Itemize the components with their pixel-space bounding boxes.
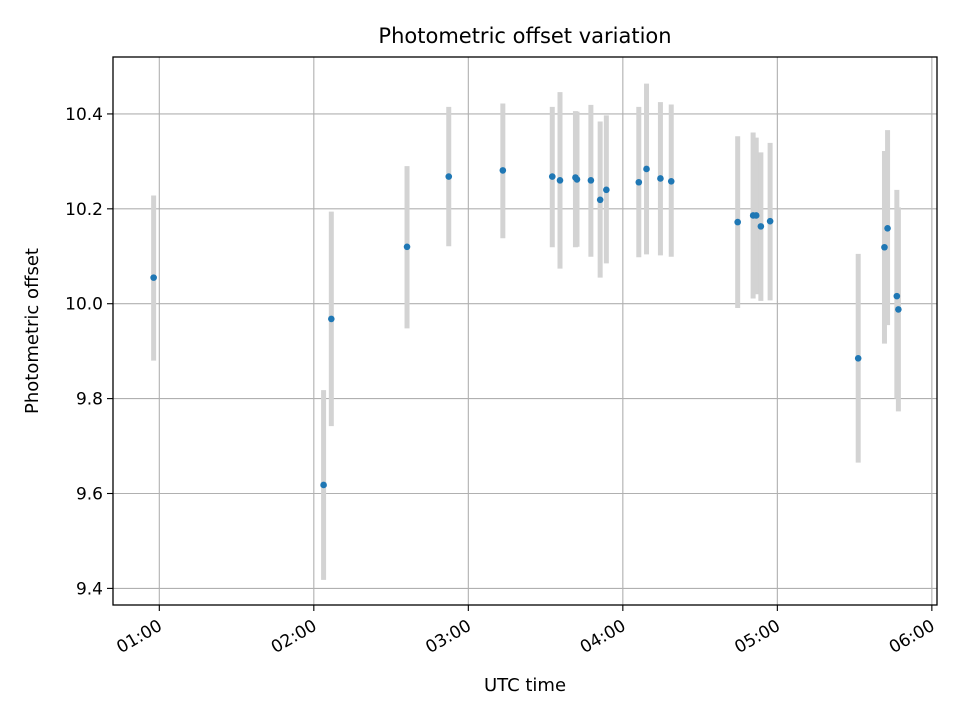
data-point xyxy=(881,243,888,251)
chart-title: Photometric offset variation xyxy=(378,24,671,48)
y-axis-ticks: 9.4 9.6 9.8 10.0 10.2 10.4 xyxy=(65,105,113,599)
data-point xyxy=(643,165,650,173)
y-tick-label: 10.0 xyxy=(65,295,103,315)
plot-frame xyxy=(112,56,938,606)
data-point xyxy=(320,481,327,489)
x-tick-label: 06:00 xyxy=(886,616,938,658)
data-point xyxy=(150,274,157,281)
x-tick-label: 05:00 xyxy=(731,616,783,658)
data-point xyxy=(893,292,901,300)
data-point xyxy=(734,218,741,226)
error-bars xyxy=(151,83,901,580)
x-tick-label: 02:00 xyxy=(268,616,320,658)
x-axis-label: UTC time xyxy=(484,675,566,696)
data-point xyxy=(603,186,610,194)
data-point xyxy=(556,177,564,184)
data-point xyxy=(445,173,453,180)
y-axis-label: Photometric offset xyxy=(22,248,43,414)
y-tick-label: 10.2 xyxy=(65,200,103,220)
grid-lines xyxy=(113,57,937,605)
data-point xyxy=(635,178,643,186)
data-point xyxy=(403,243,411,251)
y-tick-label: 9.6 xyxy=(76,485,103,505)
y-tick-label: 10.4 xyxy=(65,105,103,125)
data-point xyxy=(499,167,507,174)
data-point xyxy=(657,175,664,182)
data-point xyxy=(752,212,760,219)
data-point xyxy=(766,217,774,225)
x-tick-label: 01:00 xyxy=(113,616,165,658)
y-tick-label: 9.8 xyxy=(76,390,103,410)
data-point xyxy=(895,306,902,313)
data-point xyxy=(587,177,595,184)
data-points xyxy=(150,165,902,489)
x-tick-label: 03:00 xyxy=(422,616,474,658)
data-point xyxy=(667,178,675,185)
x-axis-ticks: 01:00 02:00 03:00 04:00 05:00 06:00 xyxy=(113,605,938,658)
data-point xyxy=(757,223,765,230)
data-point xyxy=(328,315,335,323)
y-tick-label: 9.4 xyxy=(76,579,103,599)
data-point xyxy=(548,173,556,180)
data-point xyxy=(884,224,891,232)
data-point xyxy=(596,196,604,204)
x-tick-label: 04:00 xyxy=(577,616,629,658)
data-point xyxy=(573,176,581,183)
data-point xyxy=(854,354,862,362)
